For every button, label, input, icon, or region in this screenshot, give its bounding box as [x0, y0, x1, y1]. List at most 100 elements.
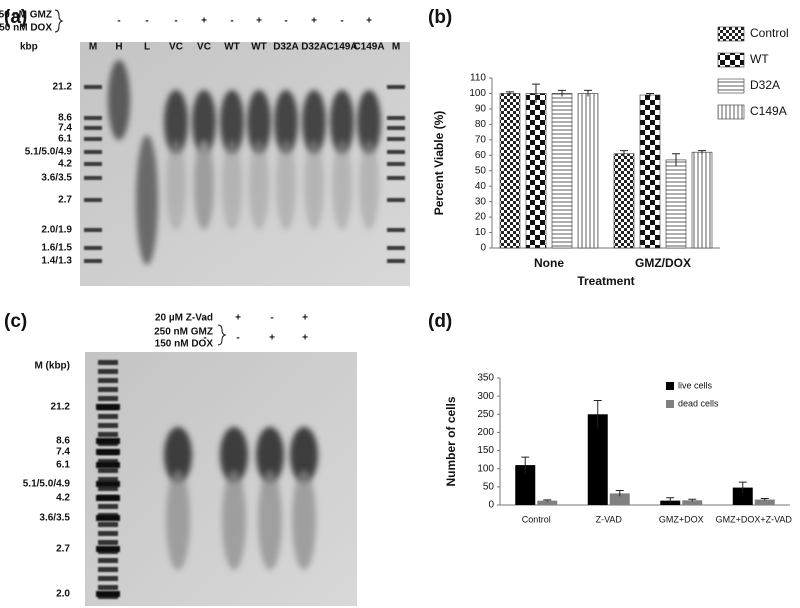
- y-tick-label: 100: [477, 463, 494, 474]
- error-bar: [688, 498, 697, 502]
- x-tick-label: GMZ+DOX: [659, 514, 704, 524]
- x-tick-label: None: [534, 256, 564, 270]
- treatment-sign: +: [366, 16, 372, 27]
- treatment-sign: -: [145, 16, 148, 27]
- lane-label: D32A: [273, 42, 299, 53]
- smear: [330, 90, 354, 154]
- ladder-band: [387, 126, 405, 130]
- bar: [551, 93, 573, 249]
- smear-tail: [276, 140, 296, 230]
- error-bar: [760, 497, 769, 501]
- smear-tail: [332, 140, 352, 230]
- bar: [577, 93, 599, 249]
- bar: [639, 94, 661, 249]
- size-label: 1.6/1.5: [41, 243, 72, 254]
- gel-a: [80, 42, 410, 286]
- ladder-band: [84, 162, 102, 166]
- error-bar: [646, 92, 654, 97]
- y-tick-label: 90: [475, 104, 487, 115]
- lane-label: M: [392, 42, 400, 53]
- y-tick-label: 10: [475, 227, 487, 238]
- y-tick-label: 350: [477, 373, 494, 384]
- ladder-band: [98, 567, 118, 572]
- treatment-sign: -: [203, 333, 206, 344]
- size-label: 4.2: [58, 159, 72, 170]
- error-bar: [532, 83, 540, 103]
- ladder-band: [98, 459, 118, 464]
- y-tick-label: 250: [477, 409, 494, 420]
- ladder-band: [96, 449, 120, 455]
- panel-label: (d): [428, 311, 452, 332]
- error-bar: [672, 153, 680, 167]
- size-label: 2.7: [58, 195, 72, 206]
- y-tick-label: 100: [469, 88, 486, 99]
- ladder-band: [387, 116, 405, 120]
- bar: [587, 414, 608, 505]
- ladder-band: [98, 387, 118, 392]
- ladder-band: [84, 150, 102, 154]
- size-label: 8.6: [56, 436, 70, 447]
- treatment-sign: +: [235, 313, 241, 324]
- smear: [136, 135, 158, 265]
- smear: [302, 90, 326, 154]
- smear-tail: [258, 470, 282, 570]
- size-label: 2.0: [56, 589, 70, 600]
- smear-tail: [359, 140, 379, 230]
- treatment-label: 250 nM GMZ: [154, 327, 213, 338]
- size-label: 2.0/1.9: [41, 225, 72, 236]
- brace: [54, 9, 64, 33]
- size-label: 6.1: [56, 460, 70, 471]
- smear-tail: [166, 470, 190, 570]
- ladder-band: [98, 432, 118, 437]
- size-unit: kbp: [20, 42, 38, 53]
- bar: [499, 93, 521, 249]
- smear: [256, 427, 284, 483]
- smear: [220, 427, 248, 483]
- bar: [682, 500, 703, 505]
- treatment-sign: -: [174, 16, 177, 27]
- y-tick-label: 150: [477, 445, 494, 456]
- error-bar: [584, 89, 592, 97]
- ladder-band: [84, 116, 102, 120]
- ladder-band: [98, 468, 118, 473]
- gel-c-lanes: [96, 360, 318, 599]
- smear: [290, 427, 318, 483]
- ladder-band: [96, 591, 120, 597]
- bar: [691, 151, 713, 249]
- ladder-band: [98, 576, 118, 581]
- smear-tail: [222, 470, 246, 570]
- size-label: 6.1: [58, 134, 72, 145]
- lane-label: M: [89, 42, 97, 53]
- ladder-band: [96, 462, 120, 468]
- size-label: 21.2: [53, 82, 73, 93]
- error-bar: [620, 150, 628, 157]
- ladder-band: [98, 522, 118, 527]
- ladder-band: [98, 423, 118, 428]
- ladder-band: [387, 259, 405, 263]
- legend-label: Control: [750, 26, 789, 40]
- smear: [247, 90, 271, 154]
- lane-label: C149A: [326, 42, 357, 53]
- y-axis-label: Percent Viable (%): [432, 111, 446, 215]
- ladder-band: [96, 546, 120, 552]
- bar: [665, 159, 687, 249]
- ladder-band: [84, 246, 102, 250]
- legend-swatch: [717, 78, 745, 94]
- legend-swatch: [717, 52, 745, 68]
- brace: [217, 324, 227, 346]
- error-bar: [698, 150, 706, 154]
- x-tick-label: Control: [522, 514, 551, 524]
- x-tick-label: Z-VAD: [596, 514, 623, 524]
- ladder-band: [98, 486, 118, 491]
- ladder-band: [387, 85, 405, 89]
- ladder-band: [98, 477, 118, 482]
- ladder-band: [96, 404, 120, 410]
- size-label: 7.4: [56, 447, 70, 458]
- x-axis-label: Treatment: [577, 274, 634, 288]
- ladder-band: [96, 515, 120, 521]
- ladder-band: [98, 378, 118, 383]
- treatment-sign: -: [117, 16, 120, 27]
- size-label: 5.1/5.0/4.9: [23, 479, 71, 490]
